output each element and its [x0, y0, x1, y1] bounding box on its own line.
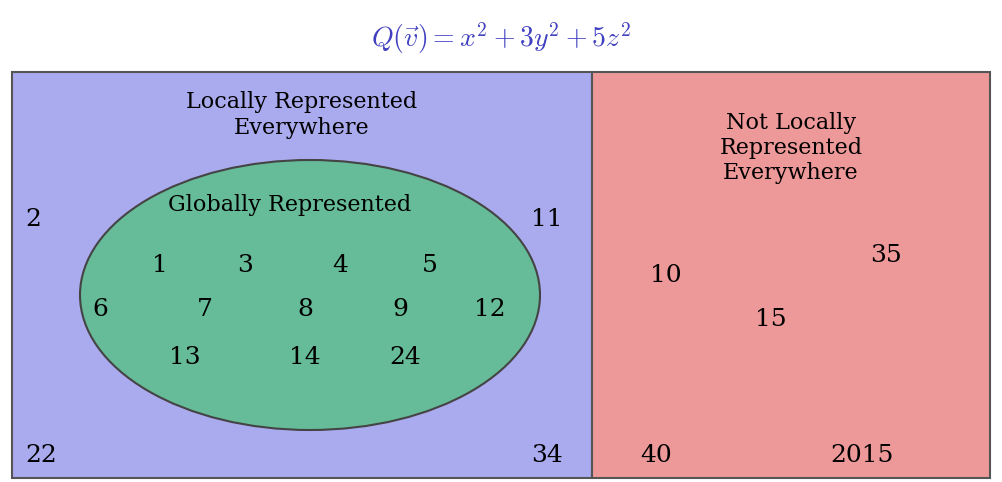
Text: Locally Represented
Everywhere: Locally Represented Everywhere	[186, 91, 418, 139]
Text: 4: 4	[332, 254, 348, 277]
Text: 7: 7	[197, 298, 213, 321]
Text: 22: 22	[25, 443, 57, 467]
Text: 35: 35	[870, 243, 902, 267]
FancyBboxPatch shape	[592, 72, 990, 478]
Text: Not Locally
Represented
Everywhere: Not Locally Represented Everywhere	[719, 112, 863, 185]
Text: 6: 6	[92, 298, 108, 321]
Text: 3: 3	[237, 254, 253, 277]
Text: 14: 14	[290, 347, 321, 370]
Text: 15: 15	[755, 308, 787, 332]
Text: 40: 40	[640, 443, 671, 467]
Text: 9: 9	[392, 298, 408, 321]
Text: 2: 2	[25, 209, 41, 231]
Text: 1: 1	[152, 254, 168, 277]
Text: 34: 34	[531, 443, 563, 467]
Text: 13: 13	[169, 347, 200, 370]
Text: 8: 8	[297, 298, 313, 321]
Text: 11: 11	[531, 209, 563, 231]
Text: 24: 24	[389, 347, 421, 370]
Text: 2015: 2015	[830, 443, 894, 467]
Text: $Q(\vec{v}) = x^2 + 3y^2 + 5z^2$: $Q(\vec{v}) = x^2 + 3y^2 + 5z^2$	[371, 20, 631, 56]
Text: Globally Represented: Globally Represented	[168, 194, 412, 216]
Text: 10: 10	[650, 264, 681, 286]
Text: 5: 5	[422, 254, 438, 277]
Ellipse shape	[80, 160, 540, 430]
Text: 12: 12	[474, 298, 506, 321]
FancyBboxPatch shape	[12, 72, 592, 478]
